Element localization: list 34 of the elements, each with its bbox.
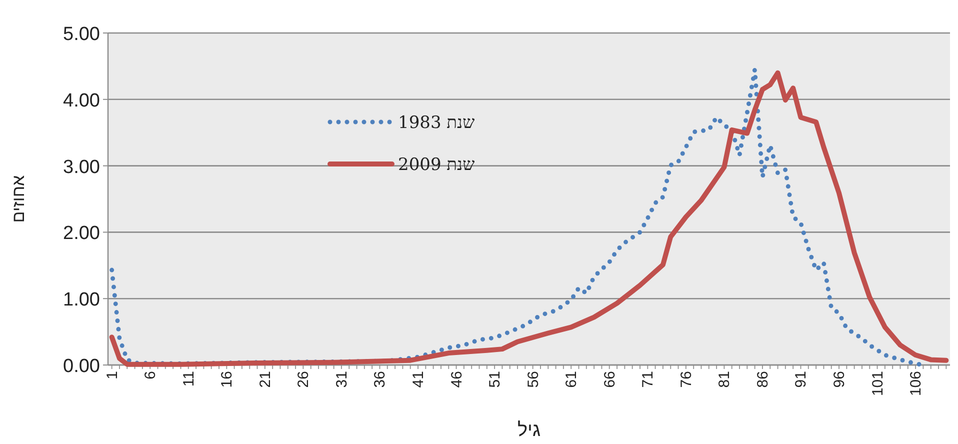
x-tick-label: 46 xyxy=(448,371,466,388)
y-tick-label: 4.00 xyxy=(63,90,100,112)
x-tick-label: 26 xyxy=(295,371,312,388)
x-tick-label: 41 xyxy=(410,371,428,388)
x-tick-label: 76 xyxy=(678,371,695,388)
x-tick-label: 21 xyxy=(256,371,274,388)
y-tick-label: 2.00 xyxy=(63,223,100,244)
x-tick-label: 96 xyxy=(831,371,848,388)
x-tick-label: 36 xyxy=(372,371,389,388)
x-tick-label: 31 xyxy=(333,371,350,388)
legend-label: שנת 2009 xyxy=(398,155,475,175)
x-tick-label: 6 xyxy=(142,371,160,380)
x-axis-title: גיל xyxy=(517,420,541,441)
x-tick-label: 71 xyxy=(640,371,657,388)
x-tick-label: 66 xyxy=(601,371,618,388)
x-tick-label: 56 xyxy=(524,371,542,388)
x-tick-label: 16 xyxy=(218,371,236,388)
x-tick-label: 51 xyxy=(486,371,504,388)
x-tick-label: 1 xyxy=(104,371,121,380)
x-tick-label: 11 xyxy=(180,371,198,387)
legend-item: שנת 2009 xyxy=(328,155,475,175)
x-tick-label: 106 xyxy=(908,371,925,396)
legend-item: שנת 1983 xyxy=(328,113,475,133)
y-tick-label: 3.00 xyxy=(63,156,100,178)
y-tick-label: 0.00 xyxy=(63,356,100,377)
x-tick-label: 81 xyxy=(716,371,734,388)
y-tick-label: 1.00 xyxy=(63,290,100,311)
x-tick-label: 101 xyxy=(869,371,886,396)
x-tick-label: 91 xyxy=(792,371,810,388)
y-axis-title: אחוזים xyxy=(9,174,28,223)
y-tick-label: 5.00 xyxy=(63,24,100,45)
legend-label: שנת 1983 xyxy=(398,113,475,133)
x-tick-label: 86 xyxy=(754,371,772,388)
x-tick-label: 61 xyxy=(563,371,580,388)
